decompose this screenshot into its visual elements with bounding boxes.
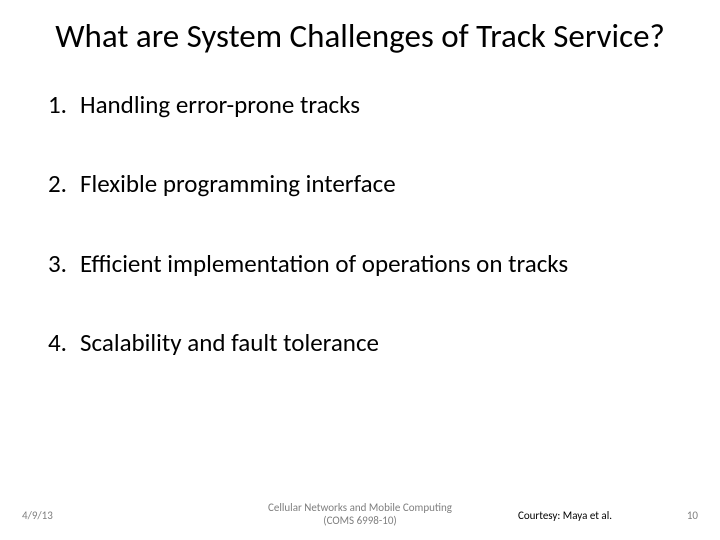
footer-center: Cellular Networks and Mobile Computing (…: [0, 501, 720, 529]
list-item: 1. Handling error-prone tracks: [48, 90, 680, 120]
footer-center-line1: Cellular Networks and Mobile Computing: [268, 501, 452, 514]
list-item: 4. Scalability and fault tolerance: [48, 328, 680, 358]
slide-title: What are System Challenges of Track Serv…: [40, 18, 680, 56]
list-item-text: Scalability and fault tolerance: [80, 328, 680, 358]
list-item-number: 3.: [48, 249, 80, 279]
list-item-text: Handling error-prone tracks: [80, 90, 680, 120]
list-item: 2. Flexible programming interface: [48, 169, 680, 199]
list-item: 3. Efficient implementation of operation…: [48, 249, 680, 279]
list-item-text: Efficient implementation of operations o…: [80, 249, 680, 279]
list-item-number: 4.: [48, 328, 80, 358]
list-item-text: Flexible programming interface: [80, 169, 680, 199]
footer-page-number: 10: [687, 509, 698, 522]
bullet-list: 1. Handling error-prone tracks 2. Flexib…: [40, 90, 680, 358]
list-item-number: 1.: [48, 90, 80, 120]
slide-footer: 4/9/13 Cellular Networks and Mobile Comp…: [0, 498, 720, 530]
footer-center-line2: (COMS 6998-10): [323, 514, 397, 527]
list-item-number: 2.: [48, 169, 80, 199]
slide: What are System Challenges of Track Serv…: [0, 0, 720, 540]
footer-courtesy: Courtesy: Maya et al.: [518, 509, 612, 522]
